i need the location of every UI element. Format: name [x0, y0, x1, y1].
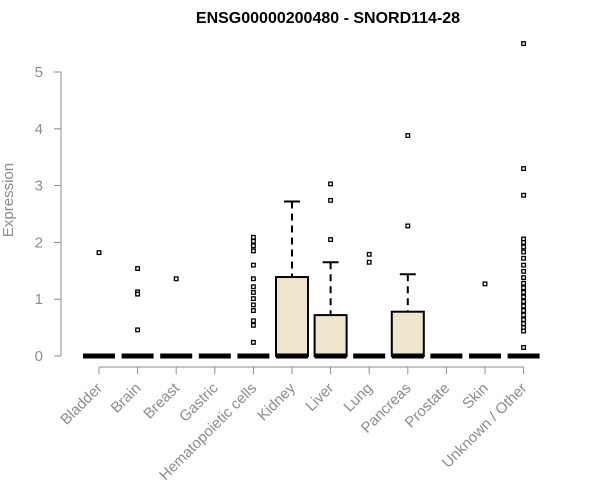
outlier-point: [521, 299, 527, 304]
outlier-point: [521, 249, 527, 255]
outlier-point: [250, 308, 256, 314]
outlier-point: [521, 303, 527, 309]
outlier-point: [250, 276, 256, 282]
box-bladder: [83, 250, 115, 359]
outlier-point: [250, 339, 256, 345]
x-category-label: Lung: [340, 380, 376, 416]
y-tick-label: 0: [35, 348, 43, 365]
outlier-point: [250, 238, 256, 244]
outlier-point: [250, 234, 256, 240]
outlier-point: [405, 223, 411, 229]
y-tick-label: 5: [35, 64, 43, 81]
y-axis: 0 1 2 3 4 5: [35, 64, 62, 365]
outlier-point: [521, 308, 527, 314]
outlier-point: [521, 321, 527, 327]
outlier-point: [521, 285, 527, 291]
outlier-point: [521, 41, 527, 47]
outlier-point: [96, 250, 102, 256]
outlier-point: [250, 248, 256, 254]
outlier-point: [521, 244, 527, 250]
box-pancreas: [390, 133, 425, 359]
outlier-point: [521, 317, 527, 323]
box-unknown-other: [507, 41, 540, 359]
outlier-point: [482, 281, 488, 287]
x-category-label: Liver: [302, 380, 337, 415]
box-skin: [469, 281, 501, 359]
outlier-point: [521, 328, 527, 334]
x-category-label: Kidney: [254, 379, 299, 424]
box-liver: [313, 181, 348, 359]
box-lung: [353, 251, 386, 359]
outlier-point: [366, 259, 372, 265]
box-brain: [121, 266, 154, 359]
outlier-point: [135, 291, 141, 297]
chart-title: ENSG00000200480 - SNORD114-28: [196, 10, 460, 27]
outlier-point: [521, 255, 527, 261]
outlier-point: [521, 268, 527, 274]
outlier-point: [521, 294, 527, 300]
outlier-point: [521, 262, 527, 268]
outlier-point: [250, 289, 256, 295]
outlier-point: [521, 275, 527, 281]
outlier-point: [521, 280, 527, 286]
outlier-point: [250, 302, 256, 308]
box-body: [275, 276, 309, 358]
x-category-label: Brain: [108, 380, 145, 417]
y-tick-label: 2: [35, 234, 43, 251]
y-axis-label: Expression: [0, 163, 17, 237]
outlier-point: [521, 345, 527, 350]
outlier-point: [135, 327, 141, 333]
box-hematopoietic-cells: [237, 234, 270, 359]
outlier-point: [328, 181, 334, 187]
outlier-point: [250, 284, 256, 290]
outlier-point: [521, 166, 527, 172]
outlier-point: [250, 262, 256, 268]
box-body: [390, 310, 425, 358]
outlier-point: [521, 312, 527, 318]
outlier-point: [366, 251, 372, 257]
outlier-point: [405, 133, 411, 139]
outlier-point: [135, 266, 141, 271]
y-tick-label: 4: [35, 121, 43, 138]
outlier-point: [328, 197, 334, 203]
outlier-point: [328, 237, 334, 243]
boxplot-series: [83, 41, 540, 359]
y-tick-label: 1: [35, 291, 43, 308]
outlier-point: [521, 239, 527, 245]
outlier-point: [250, 322, 256, 328]
outlier-point: [250, 318, 256, 324]
outlier-point: [521, 289, 527, 295]
outlier-point: [250, 243, 256, 249]
outlier-point: [521, 192, 527, 198]
outlier-point: [173, 276, 179, 282]
box-body: [313, 314, 348, 358]
x-category-label: Bladder: [57, 380, 106, 429]
outlier-point: [250, 296, 256, 302]
box-kidney: [275, 200, 309, 359]
x-category-label: Skin: [459, 380, 492, 413]
y-tick-label: 3: [35, 178, 43, 195]
box-breast: [160, 276, 193, 359]
x-category-label: Breast: [140, 379, 183, 422]
